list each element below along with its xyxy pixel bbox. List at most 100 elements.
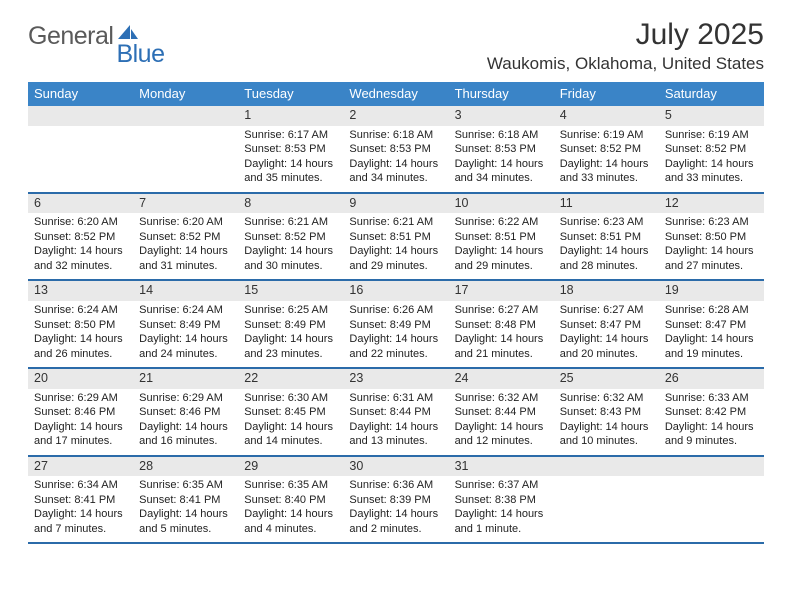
daylight-line: Daylight: 14 hours and 22 minutes. <box>349 332 442 361</box>
daylight-line: Daylight: 14 hours and 32 minutes. <box>34 244 127 273</box>
day-cell: 19Sunrise: 6:28 AMSunset: 8:47 PMDayligh… <box>659 281 764 367</box>
day-number: 23 <box>343 369 448 389</box>
sunrise-line: Sunrise: 6:21 AM <box>349 215 442 230</box>
day-body: Sunrise: 6:17 AMSunset: 8:53 PMDaylight:… <box>238 126 343 192</box>
sunrise-line: Sunrise: 6:35 AM <box>244 478 337 493</box>
day-cell <box>133 106 238 192</box>
day-cell: 7Sunrise: 6:20 AMSunset: 8:52 PMDaylight… <box>133 194 238 280</box>
sunrise-line: Sunrise: 6:20 AM <box>34 215 127 230</box>
day-number: 5 <box>659 106 764 126</box>
sunrise-line: Sunrise: 6:21 AM <box>244 215 337 230</box>
day-cell: 14Sunrise: 6:24 AMSunset: 8:49 PMDayligh… <box>133 281 238 367</box>
weekday-header-row: SundayMondayTuesdayWednesdayThursdayFrid… <box>28 82 764 106</box>
day-number: 21 <box>133 369 238 389</box>
sunrise-line: Sunrise: 6:36 AM <box>349 478 442 493</box>
day-number: 3 <box>449 106 554 126</box>
daylight-line: Daylight: 14 hours and 34 minutes. <box>455 157 548 186</box>
sunrise-line: Sunrise: 6:29 AM <box>139 391 232 406</box>
sunset-line: Sunset: 8:52 PM <box>665 142 758 157</box>
weekday-header: Thursday <box>449 82 554 106</box>
daylight-line: Daylight: 14 hours and 13 minutes. <box>349 420 442 449</box>
sunset-line: Sunset: 8:46 PM <box>139 405 232 420</box>
sunset-line: Sunset: 8:52 PM <box>34 230 127 245</box>
sunset-line: Sunset: 8:51 PM <box>455 230 548 245</box>
sunrise-line: Sunrise: 6:24 AM <box>139 303 232 318</box>
day-cell <box>28 106 133 192</box>
sunset-line: Sunset: 8:47 PM <box>665 318 758 333</box>
sunrise-line: Sunrise: 6:26 AM <box>349 303 442 318</box>
day-body: Sunrise: 6:21 AMSunset: 8:51 PMDaylight:… <box>343 213 448 279</box>
day-number: 27 <box>28 457 133 477</box>
sunrise-line: Sunrise: 6:24 AM <box>34 303 127 318</box>
sunrise-line: Sunrise: 6:32 AM <box>455 391 548 406</box>
sunrise-line: Sunrise: 6:22 AM <box>455 215 548 230</box>
sunset-line: Sunset: 8:47 PM <box>560 318 653 333</box>
day-number: 7 <box>133 194 238 214</box>
day-cell: 24Sunrise: 6:32 AMSunset: 8:44 PMDayligh… <box>449 369 554 455</box>
day-number: 6 <box>28 194 133 214</box>
day-body <box>659 476 764 532</box>
day-body: Sunrise: 6:31 AMSunset: 8:44 PMDaylight:… <box>343 389 448 455</box>
day-cell: 27Sunrise: 6:34 AMSunset: 8:41 PMDayligh… <box>28 457 133 543</box>
day-number: 25 <box>554 369 659 389</box>
header: General Blue July 2025 Waukomis, Oklahom… <box>28 18 764 74</box>
day-body: Sunrise: 6:23 AMSunset: 8:51 PMDaylight:… <box>554 213 659 279</box>
daylight-line: Daylight: 14 hours and 23 minutes. <box>244 332 337 361</box>
day-cell: 9Sunrise: 6:21 AMSunset: 8:51 PMDaylight… <box>343 194 448 280</box>
sunset-line: Sunset: 8:44 PM <box>349 405 442 420</box>
day-number: 1 <box>238 106 343 126</box>
day-body: Sunrise: 6:37 AMSunset: 8:38 PMDaylight:… <box>449 476 554 542</box>
day-body: Sunrise: 6:20 AMSunset: 8:52 PMDaylight:… <box>28 213 133 279</box>
logo-text-general: General <box>28 22 113 51</box>
daylight-line: Daylight: 14 hours and 26 minutes. <box>34 332 127 361</box>
sunrise-line: Sunrise: 6:27 AM <box>455 303 548 318</box>
day-number <box>659 457 764 477</box>
day-number: 15 <box>238 281 343 301</box>
day-number: 16 <box>343 281 448 301</box>
day-cell: 21Sunrise: 6:29 AMSunset: 8:46 PMDayligh… <box>133 369 238 455</box>
sunset-line: Sunset: 8:52 PM <box>139 230 232 245</box>
sunset-line: Sunset: 8:53 PM <box>455 142 548 157</box>
day-body <box>28 126 133 182</box>
day-number: 31 <box>449 457 554 477</box>
weeks-container: 1Sunrise: 6:17 AMSunset: 8:53 PMDaylight… <box>28 106 764 544</box>
sunrise-line: Sunrise: 6:19 AM <box>560 128 653 143</box>
day-body: Sunrise: 6:19 AMSunset: 8:52 PMDaylight:… <box>554 126 659 192</box>
day-body: Sunrise: 6:35 AMSunset: 8:41 PMDaylight:… <box>133 476 238 542</box>
sunset-line: Sunset: 8:41 PM <box>34 493 127 508</box>
month-title: July 2025 <box>487 18 764 52</box>
day-cell: 12Sunrise: 6:23 AMSunset: 8:50 PMDayligh… <box>659 194 764 280</box>
day-cell: 11Sunrise: 6:23 AMSunset: 8:51 PMDayligh… <box>554 194 659 280</box>
day-number: 2 <box>343 106 448 126</box>
day-body: Sunrise: 6:26 AMSunset: 8:49 PMDaylight:… <box>343 301 448 367</box>
day-body: Sunrise: 6:33 AMSunset: 8:42 PMDaylight:… <box>659 389 764 455</box>
sunrise-line: Sunrise: 6:25 AM <box>244 303 337 318</box>
week-row: 1Sunrise: 6:17 AMSunset: 8:53 PMDaylight… <box>28 106 764 194</box>
day-body: Sunrise: 6:32 AMSunset: 8:44 PMDaylight:… <box>449 389 554 455</box>
day-number: 26 <box>659 369 764 389</box>
logo-text-blue: Blue <box>116 40 164 69</box>
day-body: Sunrise: 6:23 AMSunset: 8:50 PMDaylight:… <box>659 213 764 279</box>
day-cell: 17Sunrise: 6:27 AMSunset: 8:48 PMDayligh… <box>449 281 554 367</box>
week-row: 6Sunrise: 6:20 AMSunset: 8:52 PMDaylight… <box>28 194 764 282</box>
daylight-line: Daylight: 14 hours and 29 minutes. <box>455 244 548 273</box>
sunset-line: Sunset: 8:49 PM <box>139 318 232 333</box>
weekday-header: Monday <box>133 82 238 106</box>
day-body: Sunrise: 6:18 AMSunset: 8:53 PMDaylight:… <box>449 126 554 192</box>
day-cell: 29Sunrise: 6:35 AMSunset: 8:40 PMDayligh… <box>238 457 343 543</box>
day-cell: 2Sunrise: 6:18 AMSunset: 8:53 PMDaylight… <box>343 106 448 192</box>
day-cell: 6Sunrise: 6:20 AMSunset: 8:52 PMDaylight… <box>28 194 133 280</box>
weekday-header: Saturday <box>659 82 764 106</box>
day-body: Sunrise: 6:27 AMSunset: 8:48 PMDaylight:… <box>449 301 554 367</box>
day-body: Sunrise: 6:22 AMSunset: 8:51 PMDaylight:… <box>449 213 554 279</box>
sunrise-line: Sunrise: 6:35 AM <box>139 478 232 493</box>
sunrise-line: Sunrise: 6:31 AM <box>349 391 442 406</box>
day-cell: 13Sunrise: 6:24 AMSunset: 8:50 PMDayligh… <box>28 281 133 367</box>
sunrise-line: Sunrise: 6:23 AM <box>560 215 653 230</box>
daylight-line: Daylight: 14 hours and 5 minutes. <box>139 507 232 536</box>
sunset-line: Sunset: 8:45 PM <box>244 405 337 420</box>
daylight-line: Daylight: 14 hours and 34 minutes. <box>349 157 442 186</box>
sunset-line: Sunset: 8:52 PM <box>560 142 653 157</box>
week-row: 13Sunrise: 6:24 AMSunset: 8:50 PMDayligh… <box>28 281 764 369</box>
sunset-line: Sunset: 8:49 PM <box>349 318 442 333</box>
